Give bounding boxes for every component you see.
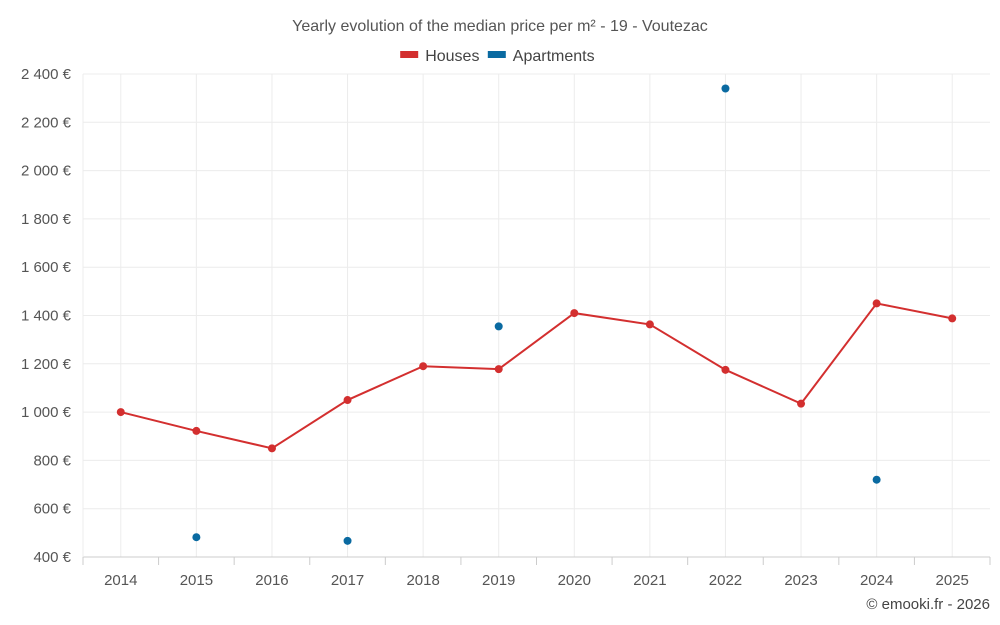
- x-tick-label: 2015: [180, 572, 213, 589]
- y-tick-label: 800 €: [33, 452, 71, 469]
- data-point-houses[interactable]: [721, 365, 730, 374]
- y-tick-label: 1 400 €: [21, 308, 72, 325]
- data-point-houses[interactable]: [494, 365, 503, 374]
- legend: Houses Apartments: [400, 48, 595, 65]
- x-tick-label: 2025: [936, 572, 969, 589]
- y-tick-label: 400 €: [33, 549, 71, 566]
- legend-swatch: [400, 51, 419, 58]
- x-tick-label: 2024: [860, 572, 893, 589]
- series-houses: [116, 299, 957, 453]
- data-point-houses[interactable]: [570, 309, 579, 318]
- x-tick-label: 2021: [633, 572, 666, 589]
- legend-label: Houses: [425, 48, 479, 65]
- series-layer: [116, 84, 957, 545]
- data-point-apartments[interactable]: [721, 84, 730, 93]
- x-tick-label: 2016: [255, 572, 288, 589]
- x-tick-label: 2020: [558, 572, 591, 589]
- legend-item-apartments[interactable]: Apartments: [487, 48, 595, 65]
- legend-label: Apartments: [513, 48, 595, 65]
- y-tick-label: 2 200 €: [21, 114, 72, 131]
- grid-layer: [83, 73, 990, 557]
- y-tick-label: 2 000 €: [21, 163, 72, 180]
- y-tick-label: 2 400 €: [21, 66, 72, 83]
- y-tick-label: 1 000 €: [21, 404, 72, 421]
- data-point-houses[interactable]: [419, 362, 428, 371]
- x-tick-label: 2017: [331, 572, 364, 589]
- legend-swatch: [487, 51, 506, 58]
- y-tick-label: 1 600 €: [21, 259, 72, 276]
- data-point-houses[interactable]: [116, 408, 125, 417]
- x-tick-label: 2023: [784, 572, 817, 589]
- data-point-houses[interactable]: [797, 399, 806, 408]
- data-point-houses[interactable]: [267, 444, 276, 453]
- data-point-apartments[interactable]: [872, 475, 881, 484]
- data-point-apartments[interactable]: [192, 533, 201, 542]
- x-tick-label: 2014: [104, 572, 137, 589]
- y-tick-label: 600 €: [33, 501, 71, 518]
- chart-title: Yearly evolution of the median price per…: [292, 18, 708, 35]
- data-point-houses[interactable]: [645, 320, 654, 329]
- legend-item-houses[interactable]: Houses: [400, 48, 479, 65]
- data-point-apartments[interactable]: [494, 322, 503, 331]
- data-point-houses[interactable]: [343, 396, 352, 405]
- x-tick-label: 2019: [482, 572, 515, 589]
- y-tick-label: 1 200 €: [21, 356, 72, 373]
- data-point-houses[interactable]: [872, 299, 881, 308]
- y-tick-label: 1 800 €: [21, 211, 72, 228]
- series-apartments: [192, 84, 881, 545]
- x-tick-label: 2018: [406, 572, 439, 589]
- data-point-apartments[interactable]: [343, 536, 352, 545]
- data-point-houses[interactable]: [192, 426, 201, 435]
- series-line-houses: [120, 302, 953, 450]
- axis-layer: 400 € 600 € 800 € 1 000 € 1 200 € 1 400 € 1 60…: [21, 66, 991, 589]
- x-tick-label: 2022: [709, 572, 742, 589]
- credit-text: © emooki.fr - 2026: [866, 596, 990, 613]
- data-point-houses[interactable]: [948, 314, 957, 323]
